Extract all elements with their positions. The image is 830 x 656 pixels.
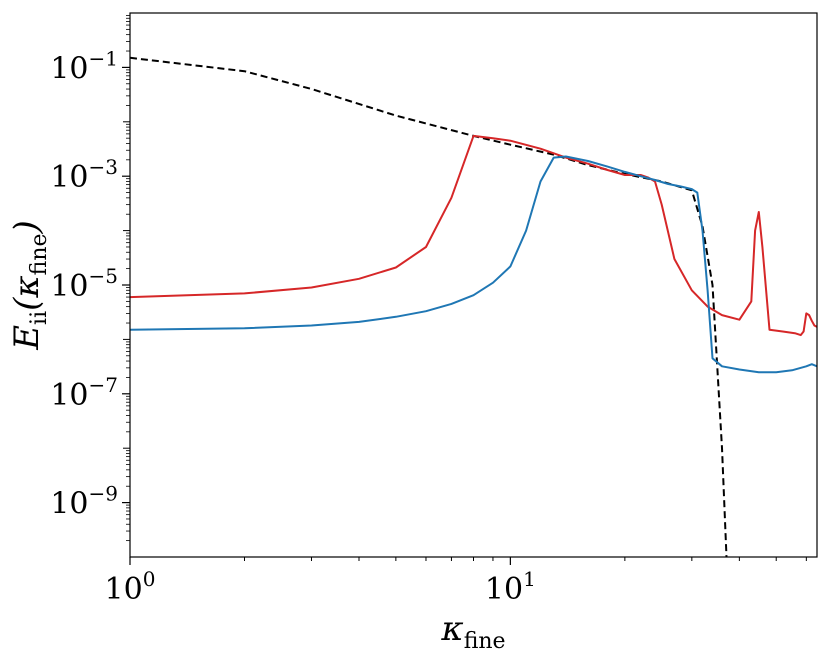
minor-ticks — [123, 15, 807, 561]
x-tick-label: 101 — [485, 567, 536, 607]
y-tick-label: 10−7 — [50, 373, 118, 413]
series-layer — [130, 56, 817, 557]
series-line-2 — [130, 155, 817, 374]
y-tick-label: 10−1 — [50, 46, 118, 86]
series-line-1 — [130, 134, 817, 337]
y-tick-label: 10−3 — [50, 155, 118, 195]
y-tick-label: 10−9 — [50, 482, 118, 522]
y-tick-label: 10−5 — [50, 264, 118, 304]
major-ticks: 100 101 10−9 10−7 10−5 10−3 10−1 — [50, 46, 535, 607]
series-line-0 — [130, 56, 728, 557]
x-axis-label: κfine — [440, 609, 505, 654]
plot-frame — [129, 12, 818, 558]
x-tick-label: 100 — [105, 567, 156, 607]
y-axis-label: Eii(κfine) — [7, 220, 52, 351]
